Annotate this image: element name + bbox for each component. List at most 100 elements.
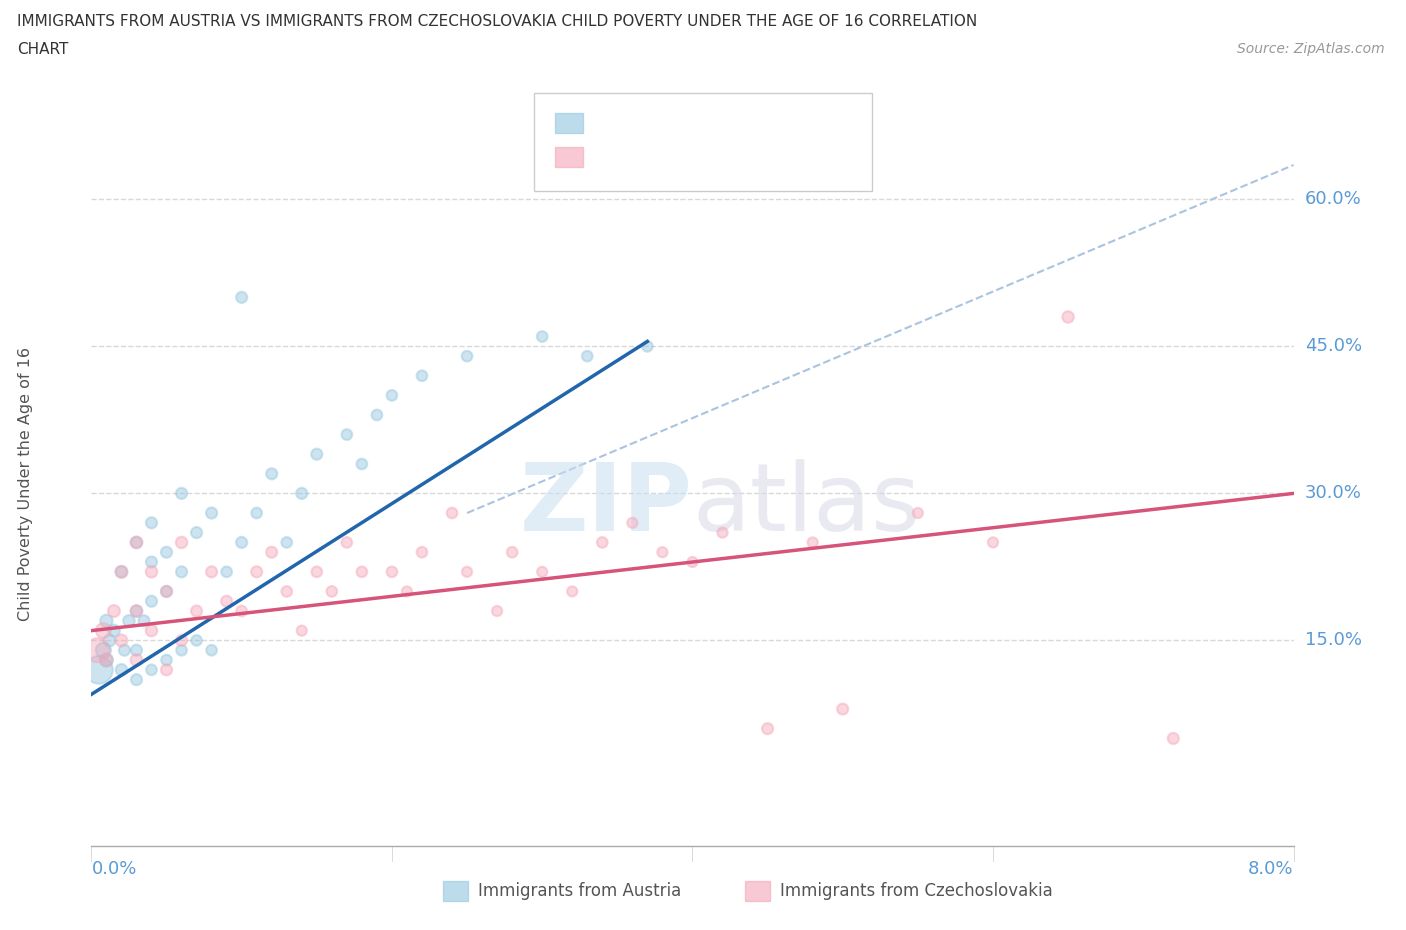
Point (981, 535, 1004, 550)
Point (98, 633, 121, 648)
Point (86, 643, 108, 658)
Text: IMMIGRANTS FROM AUSTRIA VS IMMIGRANTS FROM CZECHOSLOVAKIA CHILD POVERTY UNDER TH: IMMIGRANTS FROM AUSTRIA VS IMMIGRANTS FR… (17, 14, 977, 29)
Point (170, 643, 193, 658)
Point (155, 545, 177, 560)
Text: ZIP: ZIP (520, 459, 692, 551)
Point (215, 565, 238, 579)
Text: R =: R = (595, 147, 634, 166)
Point (141, 593, 163, 608)
Point (291, 623, 314, 638)
Point (125, 604, 148, 618)
Text: R =: R = (595, 113, 634, 131)
Point (260, 466, 283, 481)
Text: atlas: atlas (692, 459, 921, 551)
Point (456, 349, 478, 364)
Text: Immigrants from Czechoslovakia: Immigrants from Czechoslovakia (780, 882, 1053, 900)
Point (132, 614, 155, 629)
Point (215, 593, 238, 608)
Text: N =: N = (689, 113, 728, 131)
Text: 60.0%: 60.0% (1305, 191, 1361, 208)
Point (125, 535, 148, 550)
Text: 46: 46 (724, 113, 749, 131)
Point (110, 662, 132, 677)
Point (201, 643, 224, 658)
Point (231, 290, 253, 305)
Point (576, 349, 599, 364)
Text: 8.0%: 8.0% (1249, 860, 1294, 878)
Point (411, 545, 433, 560)
Point (831, 701, 853, 716)
Point (141, 515, 163, 530)
Point (141, 623, 163, 638)
Point (125, 653, 148, 668)
Point (440, 506, 463, 521)
Point (170, 535, 193, 550)
Point (93, 643, 115, 658)
Point (110, 633, 132, 648)
Point (486, 604, 509, 618)
Point (93, 623, 115, 638)
Point (125, 643, 148, 658)
Point (170, 633, 193, 648)
Point (561, 584, 583, 599)
Point (276, 584, 298, 599)
Point (201, 565, 224, 579)
Point (103, 623, 125, 638)
Point (260, 545, 283, 560)
Point (411, 368, 433, 383)
Point (155, 653, 177, 668)
Point (276, 535, 298, 550)
Point (305, 565, 328, 579)
Point (501, 545, 523, 560)
Point (907, 506, 929, 521)
Text: 0.289: 0.289 (633, 147, 690, 166)
Point (231, 535, 253, 550)
Text: CHART: CHART (17, 42, 69, 57)
Point (118, 614, 141, 629)
Point (756, 722, 779, 737)
Point (531, 329, 554, 344)
Point (125, 604, 148, 618)
Point (1057, 310, 1080, 325)
Text: 15.0%: 15.0% (1305, 631, 1361, 649)
Point (201, 506, 224, 521)
Point (246, 506, 269, 521)
Point (186, 525, 208, 540)
Point (170, 565, 193, 579)
Point (114, 643, 136, 658)
Text: Child Poverty Under the Age of 16: Child Poverty Under the Age of 16 (18, 347, 32, 620)
Point (246, 565, 269, 579)
Point (96, 653, 118, 668)
Point (141, 554, 163, 569)
Point (155, 584, 177, 599)
Text: Immigrants from Austria: Immigrants from Austria (478, 882, 682, 900)
Point (381, 565, 404, 579)
Point (350, 565, 373, 579)
Point (321, 584, 343, 599)
Point (125, 535, 148, 550)
Point (336, 427, 359, 442)
Point (531, 565, 554, 579)
Point (110, 565, 132, 579)
Point (395, 584, 418, 599)
Point (125, 672, 148, 687)
Point (681, 554, 703, 569)
Point (305, 446, 328, 461)
Point (96, 614, 118, 629)
Point (110, 565, 132, 579)
Point (103, 604, 125, 618)
Text: Source: ZipAtlas.com: Source: ZipAtlas.com (1237, 42, 1385, 56)
Point (186, 633, 208, 648)
Text: 45.0%: 45.0% (1305, 338, 1362, 355)
Point (291, 486, 314, 501)
Point (801, 535, 824, 550)
Text: 48: 48 (724, 147, 749, 166)
Point (231, 604, 253, 618)
Point (636, 339, 658, 353)
Point (186, 604, 208, 618)
Point (381, 388, 404, 403)
Point (621, 515, 644, 530)
Point (96, 653, 118, 668)
Point (87, 662, 110, 677)
Point (456, 565, 478, 579)
